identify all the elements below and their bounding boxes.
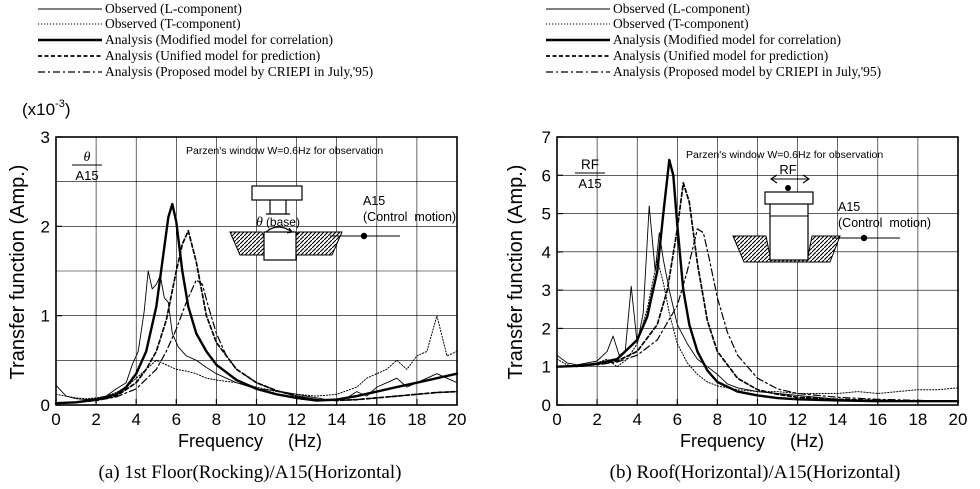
x-tick-label: 16 [367, 410, 386, 429]
legend-b-label-observed-l: Observed (L-component) [613, 1, 750, 16]
legend-a-label-observed-t: Observed (T-component) [105, 16, 241, 31]
inset-label-a: θ (base) [256, 215, 300, 230]
ratio-numerator-b: RF [581, 157, 599, 172]
series-line-observed-t-component [556, 259, 959, 394]
roof-point-marker-b [785, 185, 791, 191]
x-tick-label: 4 [131, 410, 140, 429]
x-tick-label: 8 [713, 410, 722, 429]
x-tick-label: 2 [592, 410, 601, 429]
legend-a-label-observed-l: Observed (L-component) [105, 1, 242, 16]
y-tick-label: 2 [41, 217, 50, 236]
x-tick-label: 6 [172, 410, 181, 429]
legend-a-label-criepi: Analysis (Proposed model by CRIEPI in Ju… [105, 64, 373, 79]
series-line-analysis-unified-model-for-prediction [556, 182, 959, 403]
grid-a [56, 137, 457, 405]
legend-b-label-unified: Analysis (Unified model for prediction) [613, 48, 828, 63]
x-tick-label: 10 [748, 410, 767, 429]
control-point-label-b: A15 [838, 200, 860, 214]
control-point-desc-a: (Control motion) [363, 210, 456, 224]
ratio-numerator-a: θ [84, 150, 91, 165]
legend-b-label-criepi: Analysis (Proposed model by CRIEPI in Ju… [613, 64, 881, 79]
y-tick-label: 3 [41, 128, 50, 147]
series-a [54, 202, 459, 405]
ratio-denominator-b: A15 [578, 176, 601, 191]
y-tick-label: 2 [542, 319, 551, 338]
x-tick-label: 18 [908, 410, 927, 429]
y-tick-label: 3 [542, 281, 551, 300]
caption-b: (b) Roof(Horizontal)/A15(Horizontal) [610, 462, 901, 483]
x-tick-label: 2 [91, 410, 100, 429]
y-tick-label: 0 [41, 396, 50, 415]
ratio-denominator-a: A15 [75, 168, 98, 183]
y-tick-label: 1 [41, 307, 50, 326]
y-tick-label: 7 [542, 128, 551, 147]
y-ticks-a: 0 1 2 3 [41, 128, 62, 415]
note-b: Parzen's window W=0.6Hz for observation [686, 149, 883, 161]
control-point-desc-b: (Control motion) [838, 216, 931, 230]
x-tick-label: 14 [828, 410, 847, 429]
legend-a-label-modified: Analysis (Modified model for correlation… [105, 32, 333, 47]
y-tick-label: 6 [542, 166, 551, 185]
multiplier-a: (x10-3) [22, 98, 71, 119]
x-tick-label: 14 [327, 410, 346, 429]
y-tick-label: 0 [542, 396, 551, 415]
x-axis-label-b: Frequency (Hz) [680, 431, 824, 451]
y-tick-label: 1 [542, 358, 551, 377]
x-tick-label: 12 [287, 410, 306, 429]
structure-schematic-b [732, 174, 900, 263]
series-line-analysis-modified-model-for-correlation [555, 158, 960, 403]
control-point-marker-a [360, 232, 368, 240]
control-point-label-a: A15 [363, 194, 385, 208]
series-line-observed-t-component [55, 315, 458, 400]
x-tick-label: 20 [949, 410, 968, 429]
inset-label-b: RF [779, 162, 796, 177]
x-tick-label: 8 [212, 410, 221, 429]
y-axis-label-b: Transfer function (Amp.) [505, 165, 527, 380]
structure-schematic-a [229, 185, 400, 261]
series-line-observed-l-component [55, 270, 458, 401]
note-a: Parzen's window W=0.6Hz for observation [186, 145, 383, 157]
control-point-marker-b [860, 234, 868, 242]
grid-b [557, 137, 958, 405]
series-line-analysis-modified-model-for-correlation [54, 202, 459, 405]
caption-a: (a) 1st Floor(Rocking)/A15(Horizontal) [99, 462, 402, 483]
y-axis-label-a: Transfer function (Amp.) [7, 165, 29, 380]
x-tick-label: 18 [407, 410, 426, 429]
y-tick-label: 5 [542, 205, 551, 224]
legend-b-label-modified: Analysis (Modified model for correlation… [613, 32, 841, 47]
x-tick-label: 10 [247, 410, 266, 429]
y-ticks-b: 0 1 2 3 4 5 6 7 [542, 128, 563, 415]
series-line-analysis-proposed-model-by-criepi-in-july-95 [556, 228, 959, 402]
x-tick-label: 6 [673, 410, 682, 429]
x-ticks-b: 0 2 4 6 8 10 12 14 16 18 20 [552, 399, 967, 429]
x-tick-label: 0 [552, 410, 561, 429]
legend-b: Observed (L-component) Observed (T-compo… [546, 1, 881, 79]
series-line-analysis-proposed-model-by-criepi-in-july-95 [55, 279, 458, 404]
series-b [555, 158, 960, 403]
x-tick-label: 0 [51, 410, 60, 429]
x-axis-label-a: Frequency (Hz) [178, 431, 322, 451]
legend-a-label-unified: Analysis (Unified model for prediction) [105, 48, 320, 63]
y-tick-label: 4 [542, 243, 551, 262]
x-ticks-a: 0 2 4 6 8 10 12 14 16 18 20 [51, 399, 466, 429]
x-tick-label: 4 [632, 410, 641, 429]
x-tick-label: 16 [868, 410, 887, 429]
x-tick-label: 12 [788, 410, 807, 429]
legend-b-label-observed-t: Observed (T-component) [613, 16, 749, 31]
x-tick-label: 20 [448, 410, 467, 429]
legend-a: Observed (L-component) Observed (T-compo… [38, 1, 373, 79]
